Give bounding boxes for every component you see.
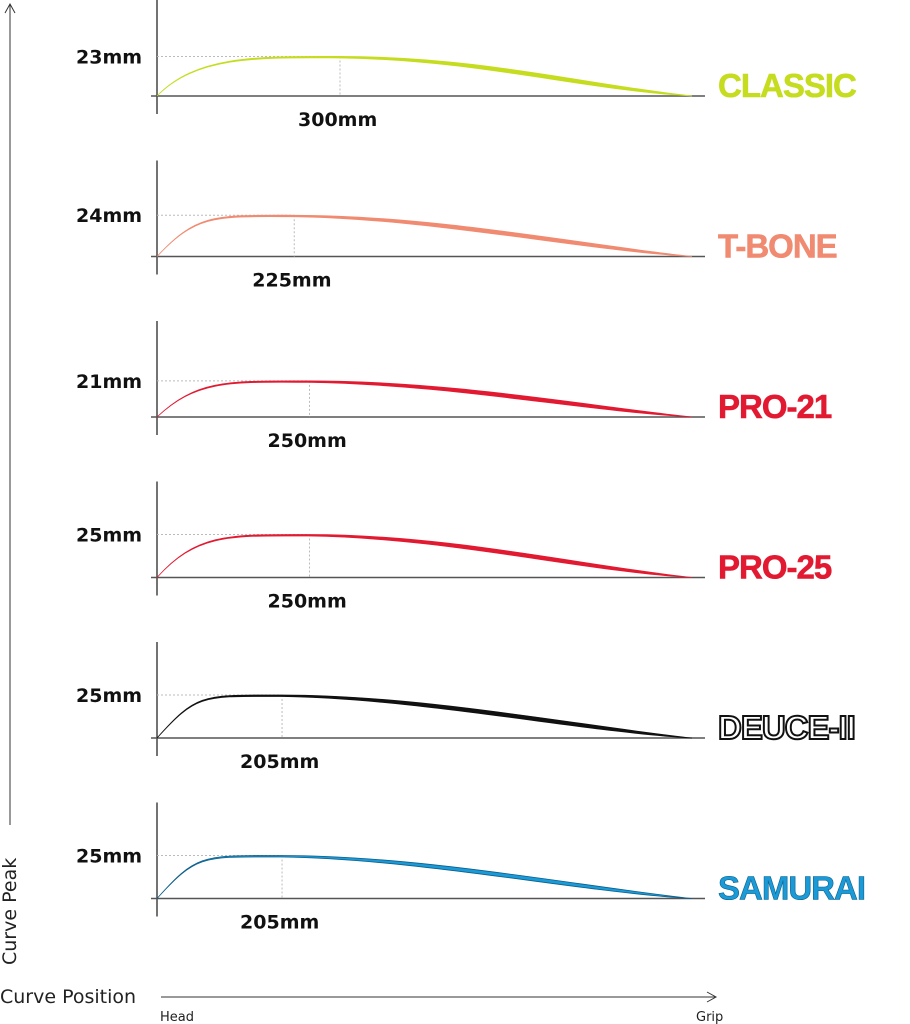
series-name-pro-21: PRO-21 [718, 388, 832, 425]
x-axis-title: Curve Position [0, 986, 136, 1008]
series-name-t-bone: T-BONE [718, 228, 837, 265]
curve-panel: 25mm 205mm DEUCE-II [76, 642, 857, 773]
peak-label: 23mm [76, 46, 142, 68]
series-name-pro-25: PRO-25 [718, 549, 832, 586]
position-label: 300mm [298, 109, 377, 131]
curve-panel: 25mm 205mm SAMURAI [76, 802, 866, 934]
chart-panels: 23mm 300mm CLASSIC 24mm 225mm T-BONE 21mm 250mm… [76, 0, 866, 934]
curve-panel: 24mm 225mm T-BONE [76, 160, 838, 292]
curve-pro-25 [156, 534, 693, 578]
curve-samurai [156, 855, 693, 899]
peak-label: 21mm [76, 371, 142, 393]
peak-label: 25mm [76, 525, 142, 547]
curve-pro-21 [156, 380, 693, 418]
curve-deuce-ii [156, 694, 693, 739]
peak-label: 24mm [76, 205, 142, 227]
position-label: 225mm [252, 270, 331, 292]
x-axis-start-label: Head [160, 1010, 194, 1024]
position-label: 250mm [268, 591, 347, 613]
position-label: 250mm [268, 430, 347, 452]
x-axis-end-label: Grip [696, 1010, 723, 1024]
position-label: 205mm [240, 912, 319, 934]
series-name-classic: CLASSIC [718, 67, 856, 104]
series-name-deuce-ii: DEUCE-II [718, 709, 855, 746]
curve-panel: 25mm 250mm PRO-25 [76, 481, 833, 613]
curve-t-bone [156, 214, 693, 257]
series-name-samurai: SAMURAI [718, 870, 865, 907]
position-label: 205mm [240, 751, 319, 773]
y-axis-title: Curve Peak [0, 858, 21, 965]
curve-panel: 23mm 300mm CLASSIC [76, 0, 857, 131]
curve-panel: 21mm 250mm PRO-21 [76, 321, 833, 452]
curve-classic [156, 56, 693, 97]
peak-label: 25mm [76, 846, 142, 868]
peak-label: 25mm [76, 685, 142, 707]
